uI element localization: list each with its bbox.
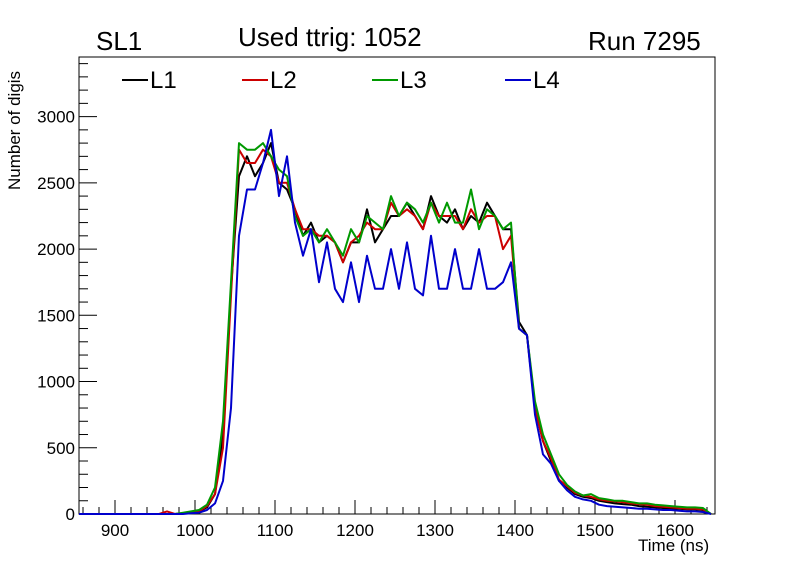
x-tick-label: 1600 — [656, 521, 694, 540]
y-tick-label: 2000 — [37, 240, 75, 259]
header-center-label: Used ttrig: 1052 — [238, 22, 422, 52]
y-tick-label: 500 — [47, 439, 75, 458]
x-tick-label: 900 — [101, 521, 129, 540]
legend-label-l1: L1 — [150, 67, 177, 94]
y-tick-label: 2500 — [37, 174, 75, 193]
header-left-label: SL1 — [96, 26, 143, 56]
legend-label-l2: L2 — [270, 67, 297, 94]
y-tick-label: 3000 — [37, 108, 75, 127]
x-axis-title: Time (ns) — [638, 536, 710, 555]
legend-label-l4: L4 — [533, 67, 560, 94]
x-tick-label: 1500 — [576, 521, 614, 540]
y-tick-label: 1500 — [37, 306, 75, 325]
x-tick-label: 1100 — [257, 521, 294, 540]
series-line-l4 — [79, 128, 712, 515]
plot-frame — [78, 56, 716, 515]
series-line-l3 — [79, 142, 712, 515]
x-tick-label: 1200 — [336, 521, 374, 540]
legend-label-l3: L3 — [400, 67, 427, 94]
x-tick-label: 1300 — [416, 521, 454, 540]
y-tick-label: 1000 — [37, 373, 75, 392]
series-line-l1 — [79, 142, 712, 515]
y-tick-label: 0 — [66, 505, 75, 524]
header-right-label: Run 7295 — [588, 26, 701, 56]
x-tick-label: 1400 — [496, 521, 534, 540]
x-tick-label: 1000 — [176, 521, 214, 540]
